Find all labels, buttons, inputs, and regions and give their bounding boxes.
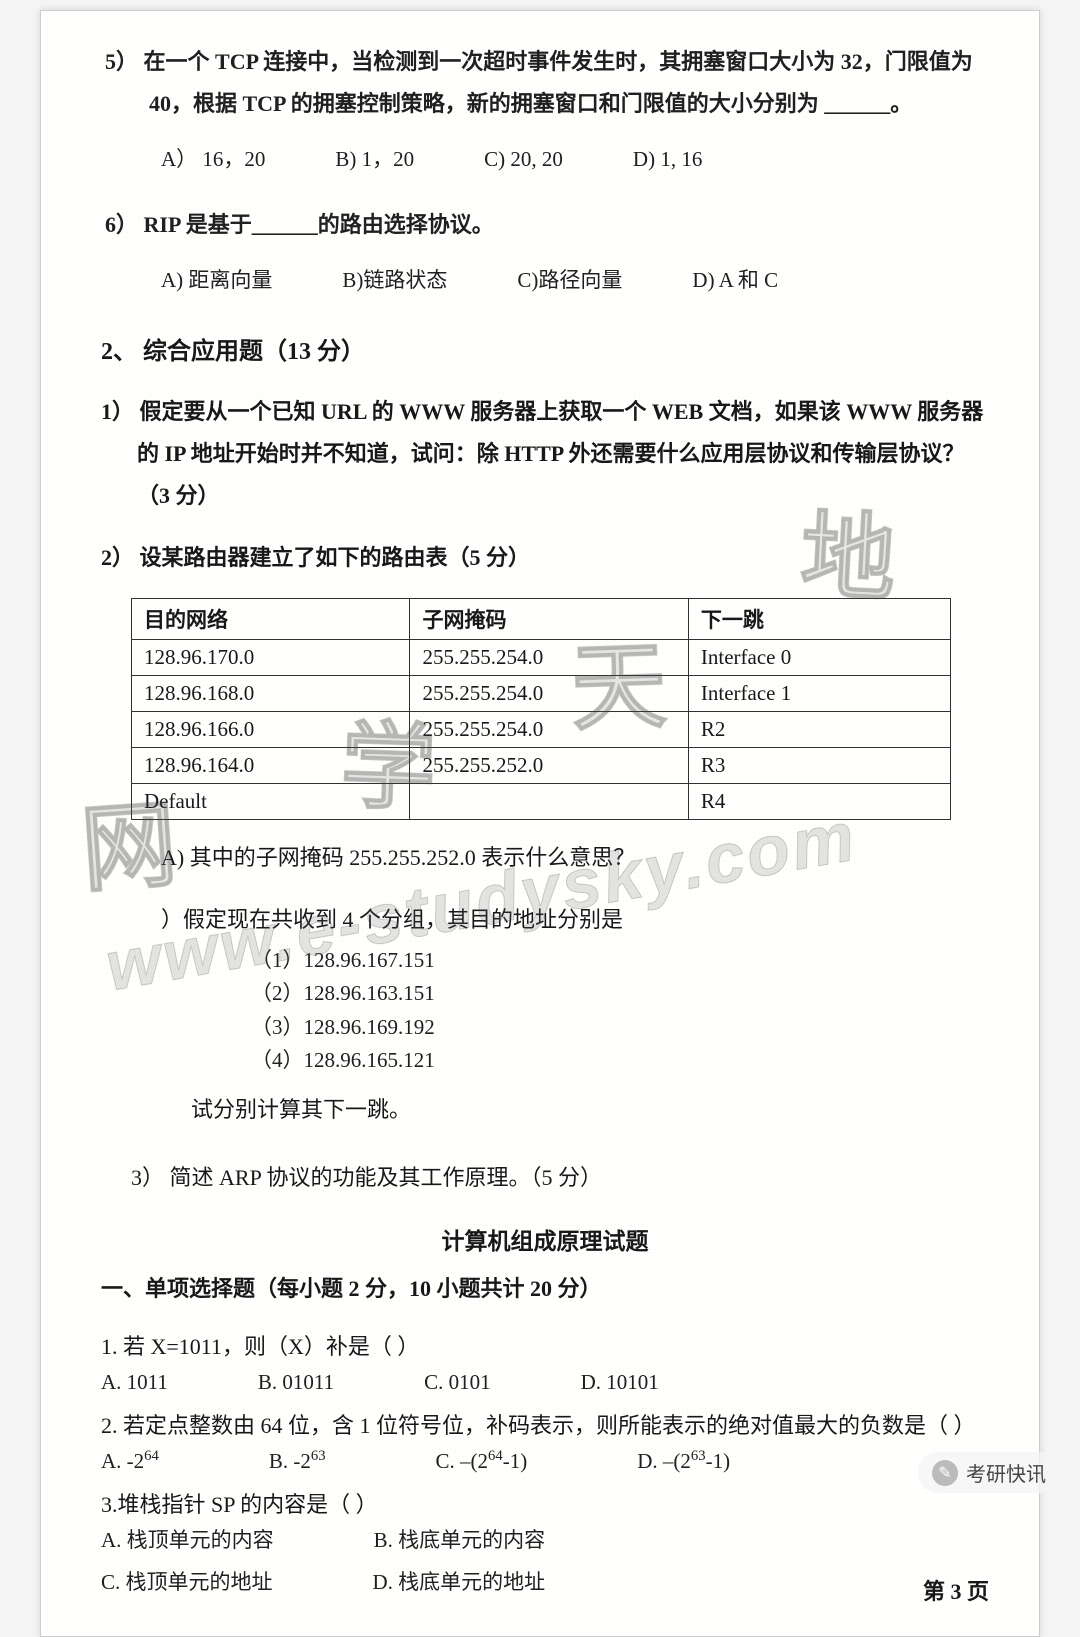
- s2q2-subquestions: A) 其中的子网掩码 255.255.252.0 表示什么意思？ ）假定现在共收…: [161, 838, 989, 1129]
- ca-q1-b: B. 01011: [258, 1365, 334, 1401]
- s2q2-tail: 试分别计算其下一跳。: [191, 1090, 989, 1130]
- ca-q2-d: D. –(263-1): [637, 1444, 730, 1480]
- s2q3-text: 简述 ARP 协议的功能及其工作原理。（5 分）: [170, 1165, 602, 1190]
- table-row: 128.96.168.0 255.255.254.0 Interface 1: [132, 676, 951, 712]
- ca-q1-d: D. 10101: [581, 1365, 659, 1401]
- table-row: 128.96.164.0 255.255.252.0 R3: [132, 748, 951, 784]
- s2q1-line1: 假定要从一个已知 URL 的 WWW 服务器上获取一个 WEB 文档，如果该 W…: [140, 399, 984, 424]
- q6-text: RIP 是基于______的路由选择协议。: [144, 212, 494, 237]
- ca-q2-stem: 2. 若定点整数由 64 位，含 1 位符号位，补码表示，则所能表示的绝对值最大…: [101, 1407, 989, 1444]
- ca-q3-options-row1: A. 栈顶单元的内容 B. 栈底单元的内容: [101, 1523, 989, 1559]
- ca-q3-b: B. 栈底单元的内容: [374, 1523, 546, 1559]
- q6-option-d: D) A 和 C: [692, 261, 778, 301]
- source-icon: ✎: [932, 1460, 958, 1486]
- comp-arch-title: 计算机组成原理试题: [101, 1222, 989, 1256]
- ca-q3-a: A. 栈顶单元的内容: [101, 1523, 274, 1559]
- ca-q2-options: A. -264 B. -263 C. –(264-1) D. –(263-1): [101, 1444, 989, 1480]
- routing-table: 目的网络 子网掩码 下一跳 128.96.170.0 255.255.254.0…: [131, 598, 951, 820]
- s2-q3: 3） 简述 ARP 协议的功能及其工作原理。（5 分）: [131, 1160, 989, 1192]
- s2-q2: 2） 设某路由器建立了如下的路由表（5 分）: [101, 537, 989, 579]
- ip-4: （4）128.96.165.121: [251, 1044, 989, 1078]
- comp-arch-section-line: 一、单项选择题（每小题 2 分，10 小题共计 20 分）: [101, 1271, 989, 1303]
- ca-q3-d: D. 栈底单元的地址: [373, 1565, 546, 1601]
- q5-line2: 40，根据 TCP 的拥塞控制策略，新的拥塞窗口和门限值的大小分别为 _____…: [149, 91, 912, 116]
- ca-q1-c: C. 0101: [424, 1365, 491, 1401]
- q5-option-c: C) 20, 20: [484, 140, 563, 180]
- table-row: Default R4: [132, 784, 951, 820]
- question-5: 5） 在一个 TCP 连接中，当检测到一次超时事件发生时，其拥塞窗口大小为 32…: [101, 41, 989, 179]
- q6-options: A) 距离向量 B)链路状态 C)路径向量 D) A 和 C: [101, 261, 989, 301]
- ip-2: （2）128.96.163.151: [251, 977, 989, 1011]
- q6-option-b: B)链路状态: [342, 261, 447, 301]
- q6-option-c: C)路径向量: [517, 261, 622, 301]
- ca-q2-c: C. –(264-1): [436, 1444, 528, 1480]
- q5-line1: 在一个 TCP 连接中，当检测到一次超时事件发生时，其拥塞窗口大小为 32，门限…: [144, 49, 973, 74]
- s2q2-A: A) 其中的子网掩码 255.255.252.0 表示什么意思？: [161, 838, 989, 878]
- s2-q1: 1） 假定要从一个已知 URL 的 WWW 服务器上获取一个 WEB 文档，如果…: [101, 391, 989, 516]
- ca-q3-c: C. 栈顶单元的地址: [101, 1565, 273, 1601]
- ca-q3-options-row2: C. 栈顶单元的地址 D. 栈底单元的地址: [101, 1565, 989, 1601]
- ca-q2-b: B. -263: [269, 1444, 326, 1480]
- s2q3-label: 3）: [131, 1165, 164, 1190]
- s2q2-B-intro: ）假定现在共收到 4 个分组，其目的地址分别是: [161, 900, 989, 940]
- ca-q1-a: A. 1011: [101, 1365, 168, 1401]
- s2q1-line2: 的 IP 地址开始时并不知道，试问：除 HTTP 外还需要什么应用层协议和传输层…: [101, 433, 964, 475]
- source-text: 考研快讯: [966, 1458, 1046, 1487]
- q6-label: 6）: [105, 212, 138, 237]
- ca-questions: 1. 若 X=1011，则（X）补是（ ） A. 1011 B. 01011 C…: [101, 1328, 989, 1601]
- ip-list: （1）128.96.167.151 （2）128.96.163.151 （3）1…: [251, 944, 989, 1078]
- q6-option-a: A) 距离向量: [161, 261, 272, 301]
- question-6: 6） RIP 是基于______的路由选择协议。 A) 距离向量 B)链路状态 …: [101, 204, 989, 301]
- ca-q3-stem: 3.堆栈指针 SP 的内容是（ ）: [101, 1486, 989, 1523]
- col-next: 下一跳: [688, 599, 950, 640]
- ip-1: （1）128.96.167.151: [251, 944, 989, 978]
- s2q2-label: 2）: [101, 545, 134, 570]
- table-header-row: 目的网络 子网掩码 下一跳: [132, 599, 951, 640]
- section-2-heading: 2、 综合应用题（13 分）: [101, 331, 989, 366]
- col-mask: 子网掩码: [410, 599, 688, 640]
- ca-q1-stem: 1. 若 X=1011，则（X）补是（ ）: [101, 1328, 989, 1365]
- page-number: 第 3 页: [923, 1574, 989, 1606]
- ca-q1-options: A. 1011 B. 01011 C. 0101 D. 10101: [101, 1365, 989, 1401]
- s2q2-text: 设某路由器建立了如下的路由表（5 分）: [140, 545, 531, 570]
- table-row: 128.96.166.0 255.255.254.0 R2: [132, 712, 951, 748]
- q5-option-d: D) 1, 16: [633, 140, 702, 180]
- ca-q2-a: A. -264: [101, 1444, 159, 1480]
- table-row: 128.96.170.0 255.255.254.0 Interface 0: [132, 640, 951, 676]
- q5-option-a: A） 16，20: [161, 140, 265, 180]
- source-badge: ✎ 考研快讯: [918, 1452, 1060, 1493]
- ip-3: （3）128.96.169.192: [251, 1011, 989, 1045]
- q5-options: A） 16，20 B) 1，20 C) 20, 20 D) 1, 16: [101, 140, 989, 180]
- col-dest: 目的网络: [132, 599, 410, 640]
- s2q1-line3: （3 分）: [101, 475, 220, 517]
- s2q1-label: 1）: [101, 399, 134, 424]
- document-page: 5） 在一个 TCP 连接中，当检测到一次超时事件发生时，其拥塞窗口大小为 32…: [40, 10, 1040, 1637]
- q5-label: 5）: [105, 49, 138, 74]
- q5-option-b: B) 1，20: [335, 140, 414, 180]
